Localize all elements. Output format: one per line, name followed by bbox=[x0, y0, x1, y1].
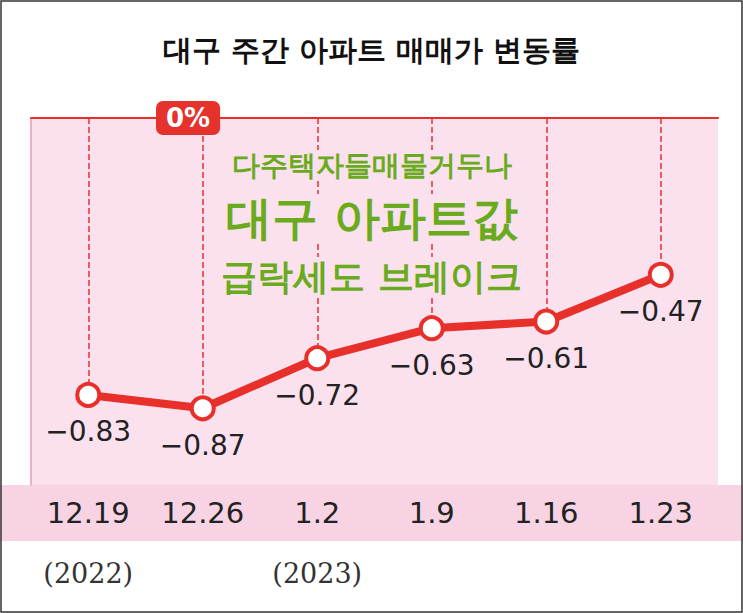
svg-text:12.26: 12.26 bbox=[161, 496, 244, 530]
svg-text:대구 주간 아파트 매매가 변동률: 대구 주간 아파트 매매가 변동률 bbox=[163, 33, 580, 67]
svg-text:−0.87: −0.87 bbox=[160, 429, 246, 462]
svg-text:(2022): (2022) bbox=[43, 558, 133, 589]
svg-text:1.16: 1.16 bbox=[514, 496, 579, 530]
svg-text:0%: 0% bbox=[166, 103, 211, 133]
svg-text:−0.61: −0.61 bbox=[503, 342, 589, 375]
svg-text:대구 아파트값: 대구 아파트값 bbox=[225, 191, 517, 245]
svg-text:−0.63: −0.63 bbox=[389, 349, 475, 382]
svg-text:1.2: 1.2 bbox=[294, 496, 340, 530]
svg-text:−0.83: −0.83 bbox=[45, 415, 131, 448]
svg-text:1.9: 1.9 bbox=[409, 496, 455, 530]
svg-text:−0.47: −0.47 bbox=[618, 295, 704, 328]
svg-text:급락세도 브레이크: 급락세도 브레이크 bbox=[221, 256, 522, 297]
svg-text:(2023): (2023) bbox=[272, 558, 362, 589]
svg-text:12.19: 12.19 bbox=[47, 496, 130, 530]
svg-text:1.23: 1.23 bbox=[628, 496, 693, 530]
svg-text:다주택자들매물거두나: 다주택자들매물거두나 bbox=[232, 149, 512, 182]
svg-text:−0.72: −0.72 bbox=[274, 379, 360, 412]
